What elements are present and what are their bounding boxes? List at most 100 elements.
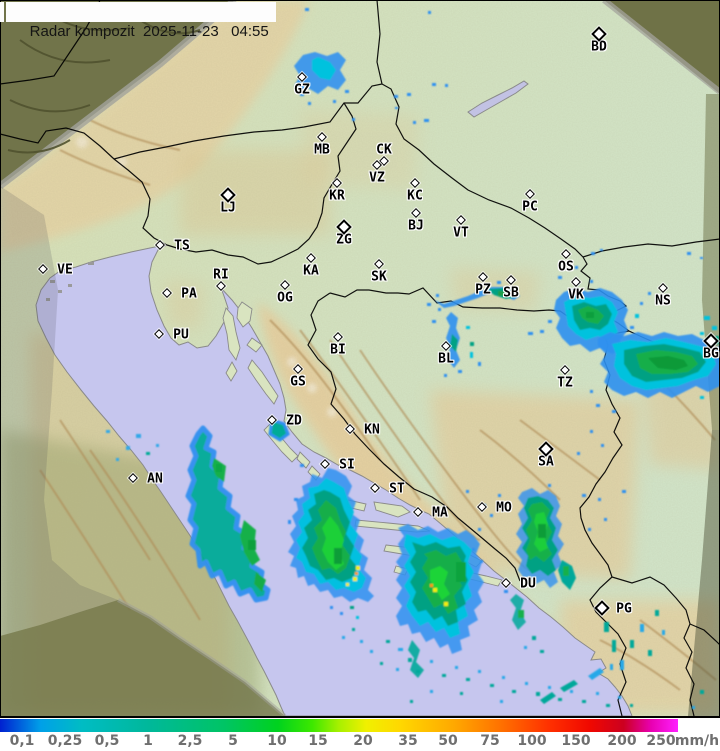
city-marker-pz — [478, 272, 488, 282]
legend-tick: 150 — [561, 733, 591, 749]
city-label-pu: PU — [173, 327, 189, 343]
city-label-st: ST — [389, 481, 405, 497]
echo-mostar — [466, 484, 576, 653]
legend-tick: 200 — [607, 733, 637, 749]
echo-specks-north — [394, 83, 448, 124]
city-label-pc: PC — [522, 199, 538, 215]
city-marker-ma — [413, 507, 423, 517]
legend-tick: 1 — [143, 733, 153, 749]
city-label-sk: SK — [371, 269, 387, 285]
radar-map — [0, 0, 720, 717]
echo-drina — [590, 316, 720, 413]
city-marker-pu — [154, 329, 164, 339]
city-label-bg: BG — [703, 346, 719, 362]
legend-tick: 10 — [267, 733, 287, 749]
city-marker-du — [501, 578, 511, 588]
echo-specks-east — [558, 249, 703, 279]
legend-tick: 50 — [438, 733, 458, 749]
city-marker-bj — [411, 208, 421, 218]
city-label-kn: KN — [364, 422, 380, 438]
city-marker-tz — [560, 365, 570, 375]
city-label-ts: TS — [174, 238, 190, 254]
city-marker-bl — [441, 341, 451, 351]
city-label-os: OS — [558, 259, 574, 275]
city-label-zd: ZD — [286, 413, 302, 429]
city-label-bd: BD — [591, 39, 607, 55]
city-label-ve: VE — [57, 262, 73, 278]
lake-balaton — [467, 80, 529, 118]
legend-tick: 35 — [398, 733, 418, 749]
city-label-gs: GS — [290, 374, 306, 390]
city-label-bl: BL — [438, 351, 454, 367]
city-label-vt: VT — [453, 225, 469, 241]
city-marker-st — [370, 483, 380, 493]
city-label-kr: KR — [329, 188, 345, 204]
city-marker-vk — [571, 277, 581, 287]
legend-tick: 15 — [308, 733, 328, 749]
city-marker-gz — [297, 72, 307, 82]
legend-unit: mm/h — [674, 733, 720, 749]
city-label-an: AN — [147, 471, 163, 487]
city-label-si: SI — [339, 457, 355, 473]
radar-echo-layer — [106, 8, 720, 709]
echo-banja-luka — [432, 308, 481, 377]
city-label-tz: TZ — [557, 375, 573, 391]
city-label-vk: VK — [568, 287, 584, 303]
title-bar-notch — [0, 2, 4, 22]
city-marker-ri — [216, 281, 226, 291]
city-marker-mb — [317, 132, 327, 142]
city-label-bj: BJ — [408, 218, 424, 234]
city-label-pa: PA — [181, 286, 197, 302]
city-label-og: OG — [277, 290, 293, 306]
legend-tick: 75 — [480, 733, 500, 749]
city-marker-os — [561, 249, 571, 259]
city-label-kc: KC — [407, 188, 423, 204]
city-label-bi: BI — [330, 342, 346, 358]
legend-tick: 5 — [228, 733, 238, 749]
echo-adriatic-band — [106, 418, 290, 603]
city-label-du: DU — [520, 576, 536, 592]
echo-makarska — [396, 524, 484, 678]
city-label-mo: MO — [496, 500, 512, 516]
echo-slavonski-brod — [427, 281, 520, 308]
city-marker-sb — [506, 275, 516, 285]
venice-lagoon — [46, 262, 94, 301]
radar-map-image — [0, 0, 720, 717]
echo-split — [288, 462, 374, 619]
legend-tick: 0,5 — [94, 733, 120, 749]
city-marker-zd — [267, 415, 277, 425]
city-marker-kc — [410, 178, 420, 188]
city-label-ma: MA — [432, 505, 448, 521]
city-label-ck: CK — [376, 142, 392, 158]
city-marker-sk — [374, 259, 384, 269]
city-marker-ka — [306, 253, 316, 263]
echo-graz — [294, 8, 431, 121]
radar-range-mask — [0, 0, 720, 717]
city-marker-gs — [293, 364, 303, 374]
legend-tick: 100 — [517, 733, 547, 749]
city-label-zg: ZG — [336, 232, 352, 248]
legend-tick: 20 — [353, 733, 373, 749]
city-marker-ns — [658, 283, 668, 293]
city-label-pg: PG — [616, 601, 632, 617]
city-marker-pa — [162, 288, 172, 298]
city-marker-bi — [333, 332, 343, 342]
city-label-ri: RI — [213, 267, 229, 283]
city-marker-kn — [345, 424, 355, 434]
city-marker-layer: GZ BD MB CK VZ KR KC LJ PC ZG BJ VT TS KA SK OS VE RI PA OG… — [38, 26, 719, 617]
city-label-pz: PZ — [475, 282, 491, 298]
city-marker-an — [128, 473, 138, 483]
title-bar: Radar kompozit 2025-11-23 04:55 — [6, 2, 276, 40]
city-label-sb: SB — [503, 285, 519, 301]
city-label-vz: VZ — [369, 170, 385, 186]
legend-gradient-bar — [0, 719, 678, 732]
city-marker-mo — [477, 502, 487, 512]
city-marker-ve — [38, 264, 48, 274]
city-marker-pc — [525, 189, 535, 199]
city-marker-kr — [332, 178, 342, 188]
city-label-ns: NS — [655, 293, 671, 309]
city-label-lj: LJ — [220, 200, 236, 216]
city-marker-pg — [594, 600, 610, 616]
city-marker-si — [320, 459, 330, 469]
